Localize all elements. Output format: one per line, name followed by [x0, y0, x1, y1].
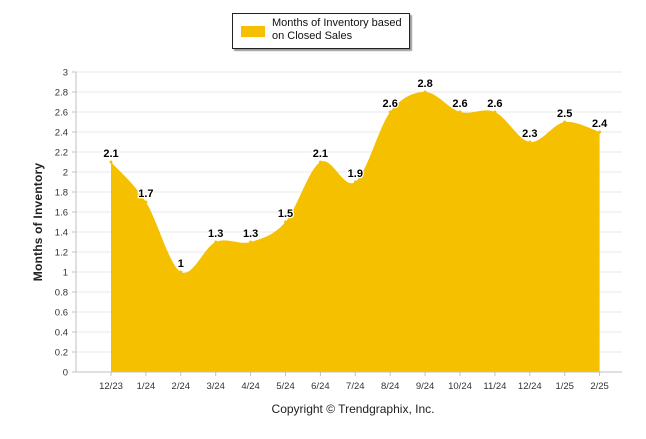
data-label: 2.6 [452, 98, 467, 110]
data-point [563, 120, 567, 124]
data-label: 2.3 [522, 128, 537, 140]
y-tick-label: 1.8 [55, 188, 68, 199]
y-tick-label: 1.6 [55, 208, 68, 219]
y-tick-label: 1 [63, 268, 68, 279]
data-point [179, 270, 183, 274]
y-axis-title: Months of Inventory [31, 162, 45, 282]
data-label: 2.4 [592, 118, 608, 130]
data-label: 2.8 [417, 78, 432, 90]
x-tick-label: 1/24 [137, 381, 156, 392]
data-label: 2.1 [103, 148, 118, 160]
x-tick-label: 5/24 [276, 381, 295, 392]
data-point [493, 110, 497, 114]
x-tick-label: 6/24 [311, 381, 330, 392]
data-point [249, 240, 253, 244]
data-point [284, 220, 287, 224]
data-point [318, 160, 322, 164]
data-point [423, 90, 427, 94]
axes: 0 0.2 0.4 0.6 0.8 1 1.2 1.4 1.6 1.8 2 2.2 2.4 2.6 2.8 3… [55, 68, 622, 392]
area-fill [111, 92, 600, 372]
data-point [598, 130, 602, 134]
data-point [528, 140, 532, 144]
x-tick-label: 11/24 [483, 381, 506, 392]
x-tick-label: 9/24 [416, 381, 435, 392]
data-point [214, 240, 218, 244]
y-tick-label: 0.6 [55, 308, 68, 319]
copyright-footer: Copyright © Trendgraphix, Inc. [271, 402, 435, 416]
data-label: 1 [178, 258, 184, 270]
data-point [353, 180, 357, 184]
y-tick-label: 3 [63, 68, 68, 79]
data-label: 1.7 [138, 188, 153, 200]
data-label: 1.3 [208, 228, 223, 240]
y-tick-label: 0.4 [55, 328, 68, 339]
y-tick-label: 0.8 [55, 288, 68, 299]
y-tick-label: 0.2 [55, 348, 68, 359]
y-tick-label: 1.4 [55, 228, 68, 239]
y-tick-label: 2.2 [55, 148, 68, 159]
x-tick-label: 8/24 [381, 381, 400, 392]
y-tick-label: 1.2 [55, 248, 68, 259]
x-tick-label: 12/23 [99, 381, 123, 392]
data-labels: 2.1 1.7 1 1.3 1.3 1.5 2.1 1.9 2.6 2.8 2.6 2.6 2.3 2.5… [102, 77, 609, 272]
legend: Months of Inventory based on Closed Sale… [232, 13, 410, 49]
data-label: 1.3 [243, 228, 258, 240]
data-label: 2.5 [557, 108, 572, 120]
y-tick-label: 2.6 [55, 108, 68, 119]
data-label: 2.6 [487, 98, 502, 110]
x-tick-label: 7/24 [346, 381, 365, 392]
y-tick-label: 2.8 [55, 88, 68, 99]
y-tick-label: 2 [63, 168, 68, 179]
data-label: 1.9 [348, 168, 363, 180]
data-point [458, 110, 462, 114]
x-tick-label: 1/25 [555, 381, 574, 392]
data-label: 1.5 [278, 208, 293, 220]
legend-swatch [241, 26, 265, 37]
data-label: 2.1 [313, 148, 328, 160]
y-tick-label: 0 [63, 368, 68, 379]
data-point [388, 110, 392, 114]
x-tick-label: 3/24 [206, 381, 225, 392]
x-tick-label: 2/25 [590, 381, 609, 392]
x-tick-label: 12/24 [518, 381, 542, 392]
x-tick-label: 2/24 [172, 381, 191, 392]
data-point [109, 160, 113, 164]
x-tick-label: 4/24 [241, 381, 260, 392]
y-tick-label: 2.4 [55, 128, 68, 139]
legend-label: Months of Inventory based on Closed Sale… [272, 17, 402, 42]
area-series [109, 90, 602, 372]
data-point [144, 200, 148, 204]
data-label: 2.6 [383, 98, 398, 110]
x-tick-label: 10/24 [448, 381, 472, 392]
